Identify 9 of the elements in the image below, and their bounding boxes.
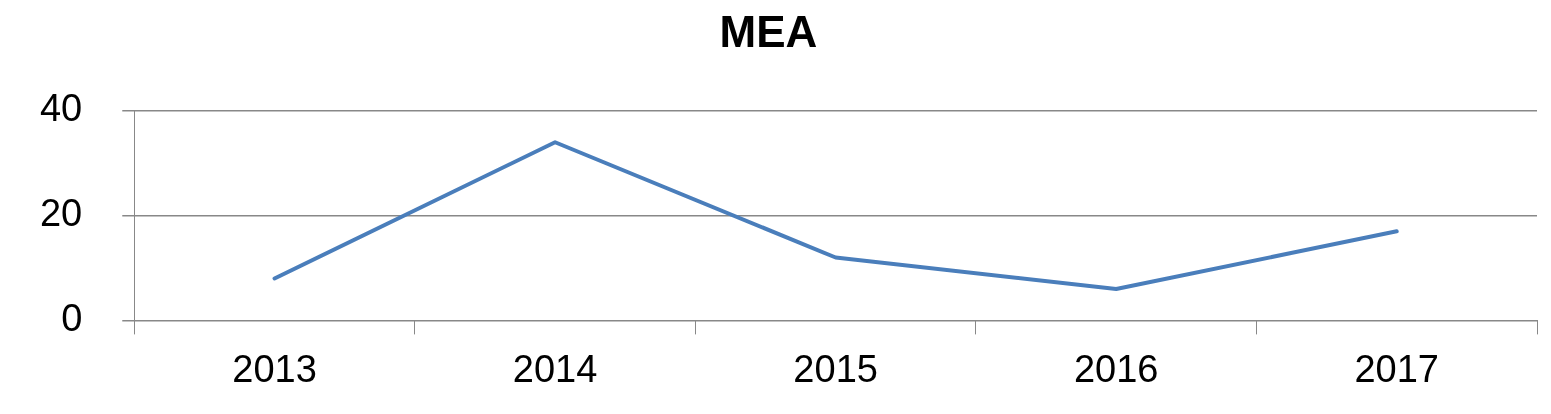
y-tick-label: 0 bbox=[61, 296, 83, 339]
chart-title: MEA bbox=[719, 6, 818, 56]
y-tick-label: 20 bbox=[39, 192, 83, 235]
x-tick-label: 2016 bbox=[1073, 347, 1159, 390]
x-tick-label: 2017 bbox=[1354, 347, 1439, 390]
y-tick-label: 40 bbox=[39, 87, 83, 130]
x-tick-label: 2013 bbox=[232, 347, 317, 390]
x-tick-label: 2015 bbox=[793, 347, 878, 390]
x-tick-label: 2014 bbox=[512, 347, 598, 390]
